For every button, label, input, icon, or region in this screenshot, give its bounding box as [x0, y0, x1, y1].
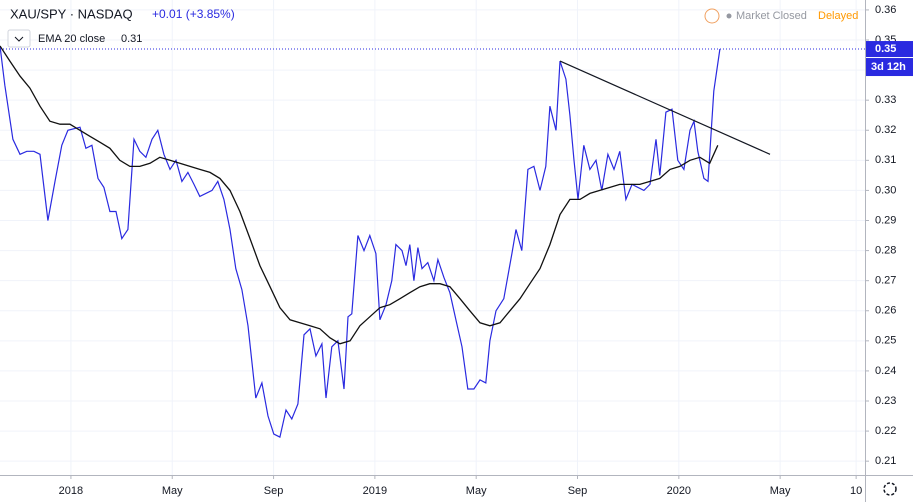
chevron [14, 36, 24, 42]
settings-icon[interactable] [883, 482, 897, 496]
countdown: 3d 12h [871, 61, 906, 73]
y-tick-label: 0.31 [875, 154, 896, 166]
y-tick-label: 0.32 [875, 124, 896, 136]
last-price-box [866, 41, 913, 58]
y-tick-label: 0.23 [875, 395, 896, 407]
countdown-box [866, 58, 913, 77]
y-tick-label: 0.25 [875, 335, 896, 347]
y-tick-label: 0.21 [875, 455, 896, 467]
collapse-button[interactable] [7, 29, 31, 48]
y-tick-label: 0.36 [875, 4, 896, 16]
legend-value: 0.31 [121, 33, 142, 45]
x-tick-label: 2019 [363, 485, 387, 497]
y-tick-label: 0.29 [875, 214, 896, 226]
status-icon[interactable] [704, 8, 720, 24]
status-dot [726, 13, 732, 19]
x-tick-label: 10 [850, 485, 862, 497]
series-line [0, 45, 719, 345]
y-tick-label: 0.28 [875, 244, 896, 256]
last-price-label: 0.35 [875, 43, 896, 55]
x-tick-label: 2020 [667, 485, 691, 497]
x-tick-label: May [162, 485, 183, 497]
x-tick-label: 2018 [59, 485, 83, 497]
y-tick-label: 0.24 [875, 365, 896, 377]
series-line [0, 45, 721, 438]
change: +0.01 (+3.85%) [152, 7, 235, 21]
trendline [559, 60, 771, 155]
y-tick-label: 0.22 [875, 425, 896, 437]
market-status: Market Closed [736, 10, 807, 22]
x-tick-label: May [466, 485, 487, 497]
y-tick-label: 0.26 [875, 305, 896, 317]
legend-name: EMA 20 close [38, 33, 105, 45]
y-tick-label: 0.33 [875, 94, 896, 106]
y-tick-label: 0.27 [875, 275, 896, 287]
chart-title: XAU/SPY · NASDAQ [10, 6, 133, 21]
delay-status: Delayed [818, 10, 858, 22]
x-tick-label: May [770, 485, 791, 497]
x-tick-label: Sep [264, 485, 284, 497]
y-tick-label: 0.30 [875, 184, 896, 196]
x-tick-label: Sep [568, 485, 588, 497]
